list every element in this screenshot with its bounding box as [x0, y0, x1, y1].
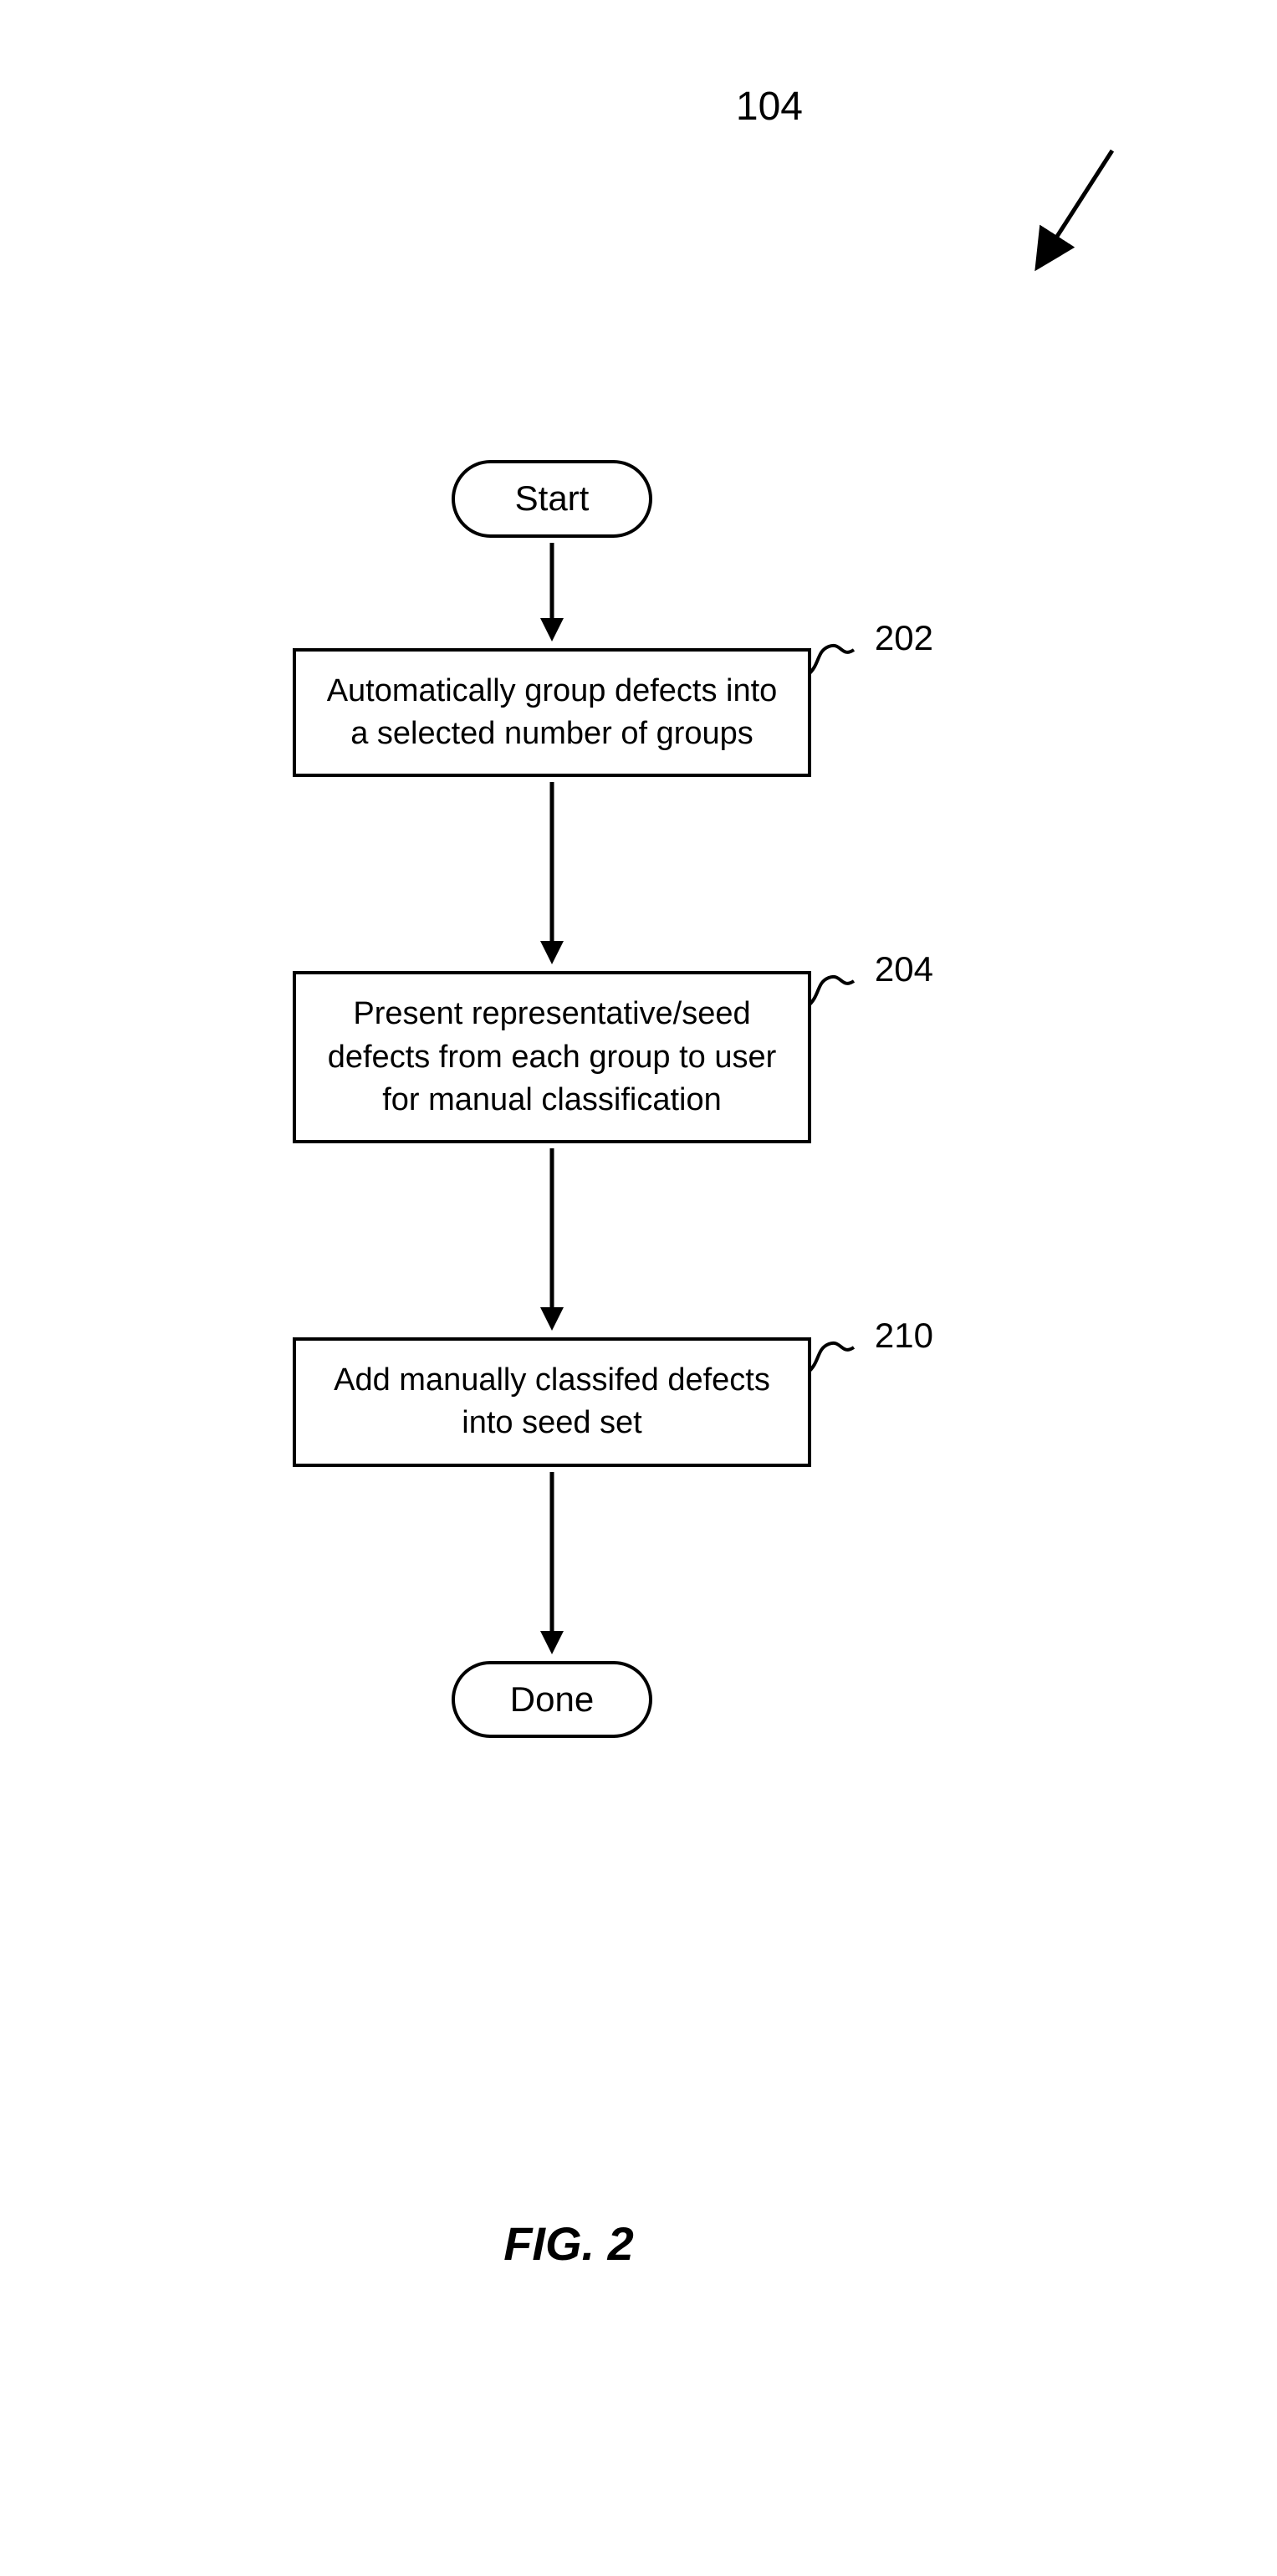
edge-202-204: [217, 782, 886, 966]
process-210-label: Add manually classifed defects into seed…: [334, 1362, 770, 1440]
ref-squiggle-210: [808, 1332, 866, 1383]
ref-204: 204: [875, 949, 933, 989]
edge-204-210: [217, 1148, 886, 1332]
ref-squiggle-204: [808, 966, 866, 1016]
done-node: Done: [452, 1661, 652, 1739]
process-204: Present representative/seed defects from…: [293, 971, 811, 1143]
ref-210: 210: [875, 1316, 933, 1356]
process-202-label: Automatically group defects into a selec…: [327, 673, 778, 751]
ref-squiggle-202: [808, 635, 866, 685]
process-210: Add manually classifed defects into seed…: [293, 1337, 811, 1467]
process-204-label: Present representative/seed defects from…: [328, 996, 777, 1117]
done-label: Done: [510, 1679, 594, 1719]
edge-start-202: [217, 543, 886, 643]
process-202: Automatically group defects into a selec…: [293, 648, 811, 778]
flowchart: Start Automatically group defects into a…: [217, 460, 886, 1738]
figure-caption: FIG. 2: [401, 2216, 736, 2271]
edge-210-done: [217, 1472, 886, 1656]
figure-caption-text: FIG. 2: [503, 2217, 634, 2270]
ref-202: 202: [875, 618, 933, 658]
start-node: Start: [452, 460, 652, 538]
figure-ref-arrow: [0, 0, 1277, 335]
start-label: Start: [515, 478, 590, 518]
